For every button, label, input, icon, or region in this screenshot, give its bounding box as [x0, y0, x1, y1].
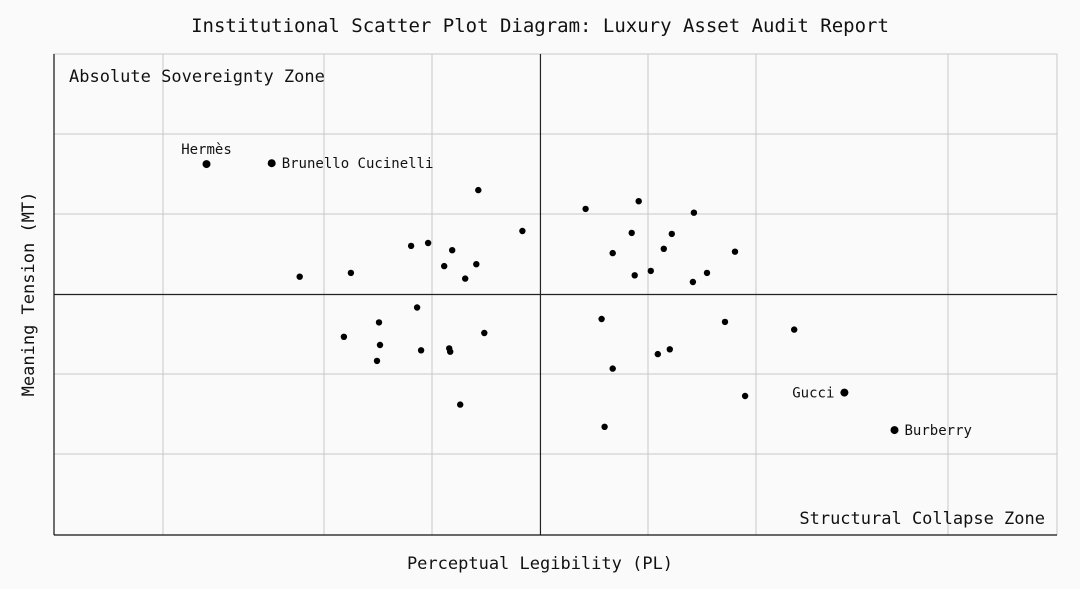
- point-10: [449, 247, 456, 254]
- point-24: [457, 401, 464, 408]
- point-8: [424, 239, 432, 247]
- chart-title: Institutional Scatter Plot Diagram: Luxu…: [191, 15, 889, 37]
- point-26: [635, 198, 642, 205]
- point-25: [582, 205, 589, 213]
- point-30: [668, 230, 675, 238]
- y-axis-label: Meaning Tension (MT): [19, 192, 39, 397]
- point-22: [447, 348, 454, 355]
- point-13: [475, 186, 482, 194]
- point-37: [598, 315, 605, 323]
- point-44: [601, 423, 608, 430]
- point-38: [721, 318, 729, 326]
- point-40: [654, 350, 661, 358]
- point-20: [417, 347, 425, 354]
- point-11: [462, 275, 469, 282]
- point-42: [609, 365, 616, 372]
- point-35: [703, 269, 711, 277]
- point-7: [407, 242, 415, 250]
- point-label-brunello-cucinelli: Brunello Cucinelli: [282, 156, 434, 172]
- point-burberry: [890, 426, 899, 435]
- zone-label-sovereignty: Absolute Sovereignty Zone: [69, 67, 325, 87]
- point-15: [340, 333, 348, 340]
- point-5: [296, 273, 303, 280]
- point-31: [690, 209, 698, 216]
- point-34: [647, 267, 654, 275]
- x-axis-label: Perceptual Legibility (PL): [407, 554, 673, 574]
- point-33: [631, 272, 638, 279]
- point-36: [689, 278, 697, 286]
- point-label-herm-s: Hermès: [181, 142, 232, 158]
- point-18: [373, 357, 381, 365]
- point-6: [347, 269, 355, 277]
- point-17: [376, 341, 384, 349]
- point-39: [791, 326, 798, 333]
- point-32: [731, 248, 739, 255]
- point-9: [441, 262, 448, 270]
- point-label-gucci: Gucci: [792, 386, 834, 402]
- point-41: [666, 346, 673, 353]
- point-herm-s: [202, 160, 211, 169]
- point-12: [473, 261, 480, 268]
- point-19: [413, 304, 421, 311]
- point-label-burberry: Burberry: [905, 423, 972, 439]
- point-28: [628, 229, 635, 237]
- point-16: [375, 319, 383, 326]
- point-43: [741, 392, 749, 400]
- point-brunello-cucinelli: [267, 159, 276, 168]
- scatter-points: Hermès Brunello Cucinelli Gucci Burberry: [181, 142, 972, 439]
- quadrant-lines: [54, 54, 1057, 535]
- point-29: [660, 245, 667, 252]
- zone-label-collapse: Structural Collapse Zone: [799, 509, 1045, 529]
- point-23: [481, 329, 488, 337]
- point-27: [609, 249, 616, 257]
- point-gucci: [840, 388, 849, 397]
- point-14: [519, 227, 526, 235]
